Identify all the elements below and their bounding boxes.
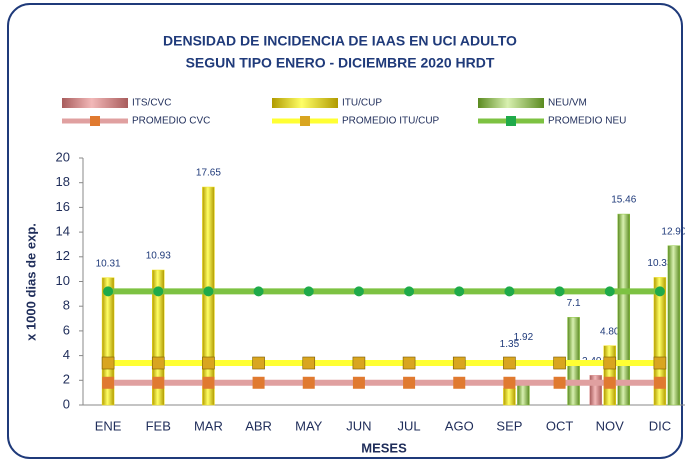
data-label: 15.46: [611, 195, 636, 206]
data-label: 17.65: [196, 168, 221, 179]
marker: [603, 356, 617, 370]
y-axis-label: x 1000 dias de exp.: [23, 223, 38, 341]
y-tick-label: 4: [63, 347, 70, 362]
x-tick-label: OCT: [546, 418, 574, 433]
x-tick-label: MAY: [295, 418, 323, 433]
marker: [252, 356, 265, 370]
marker: [404, 286, 415, 297]
marker: [253, 286, 264, 297]
legend-label: PROMEDIO CVC: [132, 116, 210, 127]
marker: [553, 356, 566, 370]
marker: [653, 356, 667, 370]
data-label: 4.80: [600, 326, 620, 337]
marker: [303, 286, 314, 297]
x-tick-label: DIC: [649, 418, 671, 433]
legend-label: NEU/VM: [548, 98, 587, 109]
marker: [554, 286, 565, 297]
bar: [617, 213, 630, 406]
x-tick-label: JUL: [398, 418, 421, 433]
data-label: 1.35: [500, 339, 520, 350]
data-label: 12.90: [661, 226, 685, 237]
marker: [101, 356, 115, 370]
y-tick-label: 16: [56, 199, 70, 214]
x-tick-label: ENE: [95, 418, 122, 433]
marker: [352, 376, 365, 389]
x-tick-label: JUN: [346, 418, 371, 433]
marker: [153, 286, 164, 297]
bar: [653, 277, 667, 406]
chart-subtitle: SEGUN TIPO ENERO - DICIEMBRE 2020 HRDT: [186, 55, 495, 71]
y-tick-label: 8: [63, 298, 70, 313]
bar: [503, 388, 516, 406]
marker: [202, 376, 215, 389]
marker: [252, 376, 265, 389]
x-tick-label: FEB: [146, 418, 171, 433]
x-tick-label: MAR: [194, 418, 223, 433]
data-label: 10.33: [647, 258, 672, 269]
legend-label: PROMEDIO ITU/CUP: [342, 116, 440, 127]
legend-swatch: [62, 98, 128, 108]
marker: [102, 376, 115, 389]
bar: [603, 345, 616, 406]
y-tick-label: 12: [56, 248, 70, 263]
y-tick-label: 20: [56, 149, 70, 164]
legend-marker: [300, 116, 310, 126]
y-tick-label: 18: [56, 174, 70, 189]
x-tick-label: AGO: [445, 418, 474, 433]
marker: [453, 376, 466, 389]
legend-label: PROMEDIO NEU: [548, 116, 626, 127]
legend-label: ITS/CVC: [132, 98, 171, 109]
marker: [603, 376, 616, 389]
marker: [402, 356, 416, 370]
marker: [653, 376, 666, 389]
y-tick-label: 6: [63, 322, 70, 337]
marker: [504, 286, 515, 297]
legend-swatch: [478, 98, 544, 108]
marker: [553, 376, 566, 389]
marker: [353, 286, 364, 297]
x-tick-label: SEP: [496, 418, 522, 433]
bar: [667, 245, 681, 406]
legend-swatch: [272, 98, 338, 108]
marker: [503, 356, 516, 370]
data-label: 1.92: [514, 332, 534, 343]
y-tick-label: 14: [56, 224, 70, 239]
legend-marker: [90, 116, 100, 126]
marker: [302, 376, 315, 389]
y-tick-label: 2: [63, 372, 70, 387]
marker: [202, 356, 215, 370]
marker: [302, 356, 316, 370]
data-label: 7.1: [567, 298, 581, 309]
marker: [352, 356, 366, 370]
bar: [152, 269, 165, 406]
y-tick-label: 0: [63, 396, 70, 411]
marker: [503, 376, 516, 389]
marker: [403, 376, 416, 389]
x-axis-label: MESES: [361, 440, 407, 455]
marker: [103, 286, 114, 297]
legend-label: ITU/CUP: [342, 98, 382, 109]
marker: [152, 376, 165, 389]
marker: [151, 356, 165, 370]
data-label: 10.93: [146, 251, 171, 262]
marker: [654, 286, 665, 297]
chart-title: DENSIDAD DE INCIDENCIA DE IAAS EN UCI AD…: [163, 33, 517, 49]
x-tick-label: NOV: [596, 418, 625, 433]
bar: [101, 277, 115, 406]
marker: [454, 286, 465, 297]
x-tick-label: ABR: [245, 418, 272, 433]
y-tick-label: 10: [56, 273, 70, 288]
data-label: 10.31: [96, 258, 121, 269]
legend-marker: [506, 116, 516, 126]
marker: [604, 286, 615, 297]
marker: [203, 286, 214, 297]
marker: [452, 356, 466, 370]
